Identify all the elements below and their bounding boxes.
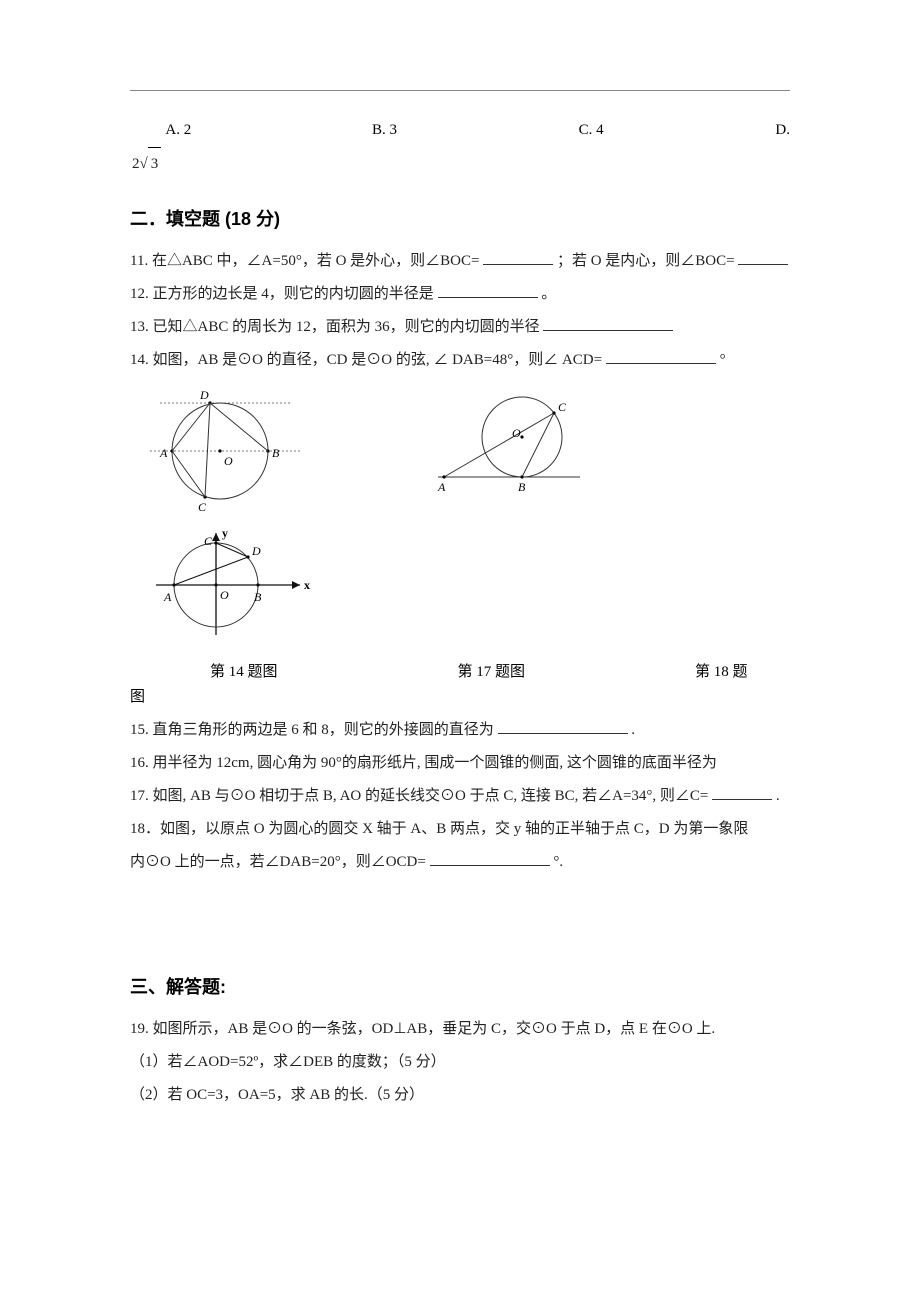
figure-14: A B C D O [150,389,310,519]
choice-d-value: 2√3 [130,147,790,181]
q15-dot: . [631,722,635,738]
answer-choices: A. 2 B. 3 C. 4 D. [130,115,790,147]
svg-text:A: A [437,480,446,494]
q14-degree: ° [720,352,726,368]
question-18-line2: 内⊙O 上的一点，若∠DAB=20°，则∠OCD= °. [130,846,790,879]
q12-text-1: 12. 正方形的边长是 4，则它的内切圆的半径是 [130,286,434,302]
svg-text:B: B [518,480,526,494]
choice-b: B. 3 [372,115,579,147]
svg-text:D: D [199,389,209,402]
q17-blank [712,784,772,800]
question-14: 14. 如图，AB 是⊙O 的直径，CD 是⊙O 的弦, ∠ DAB=48°，则… [130,344,790,377]
page: A. 2 B. 3 C. 4 D. 2√3 二．填空题 (18 分) 11. 在… [0,0,920,1302]
svg-text:B: B [254,590,262,604]
q15-blank [498,718,628,734]
question-13: 13. 已知△ABC 的周长为 12，面积为 36，则它的内切圆的半径 [130,311,790,344]
question-18-line1: 18．如图，以原点 O 为圆心的圆交 X 轴于 A、B 两点，交 y 轴的正半轴… [130,813,790,846]
question-15: 15. 直角三角形的两边是 6 和 8，则它的外接圆的直径为 . [130,714,790,747]
section-2-title: 二．填空题 (18 分) [130,205,790,231]
q11-text-1: 11. 在△ABC 中，∠A=50°，若 O 是外心，则∠BOC= [130,253,479,269]
q13-blank [543,315,673,331]
svg-text:D: D [251,544,261,558]
question-19-sub2: （2）若 OC=3，OA=5，求 AB 的长.（5 分） [130,1079,790,1112]
q15-text: 15. 直角三角形的两边是 6 和 8，则它的外接圆的直径为 [130,722,494,738]
figure-captions: 第 14 题图 第 17 题图 第 18 题 [130,660,790,681]
q12-blank [438,282,538,298]
q18-deg: °. [553,854,563,870]
svg-text:C: C [558,400,567,414]
q11-blank-1 [483,249,553,265]
q17-text: 17. 如图, AB 与⊙O 相切于点 B, AO 的延长线交⊙O 于点 C, … [130,788,708,804]
question-16: 16. 用半径为 12cm, 圆心角为 90°的扇形纸片, 围成一个圆锥的侧面,… [130,747,790,780]
svg-text:O: O [512,426,521,440]
figures-row-1: A B C D O A B C [150,389,790,519]
question-19-stem: 19. 如图所示，AB 是⊙O 的一条弦，OD⊥AB，垂足为 C，交⊙O 于点 … [130,1013,790,1046]
question-11: 11. 在△ABC 中，∠A=50°，若 O 是外心，则∠BOC= ；若 O 是… [130,245,790,278]
svg-text:C: C [204,534,213,548]
q11-text-2: ；若 O 是内心，则∠BOC= [557,253,735,269]
caption-14: 第 14 题图 [210,660,278,681]
svg-text:B: B [272,446,280,460]
top-rule [130,90,790,91]
question-19-sub1: （1）若∠AOD=52º，求∠DEB 的度数；（5 分） [130,1046,790,1079]
q14-blank [606,348,716,364]
section-3-title: 三、解答题: [130,973,790,999]
two-sqrt-3: 2√3 [130,147,161,181]
svg-text:A: A [159,446,168,460]
question-17: 17. 如图, AB 与⊙O 相切于点 B, AO 的延长线交⊙O 于点 C, … [130,780,790,813]
svg-text:O: O [220,588,229,602]
choice-a: A. 2 [165,115,372,147]
q18-text: 内⊙O 上的一点，若∠DAB=20°，则∠OCD= [130,854,426,870]
question-12: 12. 正方形的边长是 4，则它的内切圆的半径是 。 [130,278,790,311]
caption-18-tail: 图 [130,681,790,714]
caption-18: 第 18 题 [695,660,748,681]
caption-17: 第 17 题图 [458,660,526,681]
choice-c: C. 4 [579,115,776,147]
figure-17: A B C O [430,389,600,499]
svg-text:x: x [304,578,310,592]
q18-blank [430,850,550,866]
figures-row-2: A B C D O y x [150,527,790,650]
q11-blank-2 [738,249,788,265]
q17-dot: . [776,788,780,804]
svg-text:y: y [222,527,228,540]
spacer [130,879,790,949]
q12-text-2: 。 [541,286,556,302]
figure-18: A B C D O y x [150,527,320,645]
choice-d: D. [775,115,790,147]
svg-text:A: A [163,590,172,604]
q14-text-1: 14. 如图，AB 是⊙O 的直径，CD 是⊙O 的弦, ∠ DAB=48°，则… [130,352,602,368]
svg-text:O: O [224,454,233,468]
q13-text: 13. 已知△ABC 的周长为 12，面积为 36，则它的内切圆的半径 [130,319,540,335]
svg-text:C: C [198,500,207,514]
